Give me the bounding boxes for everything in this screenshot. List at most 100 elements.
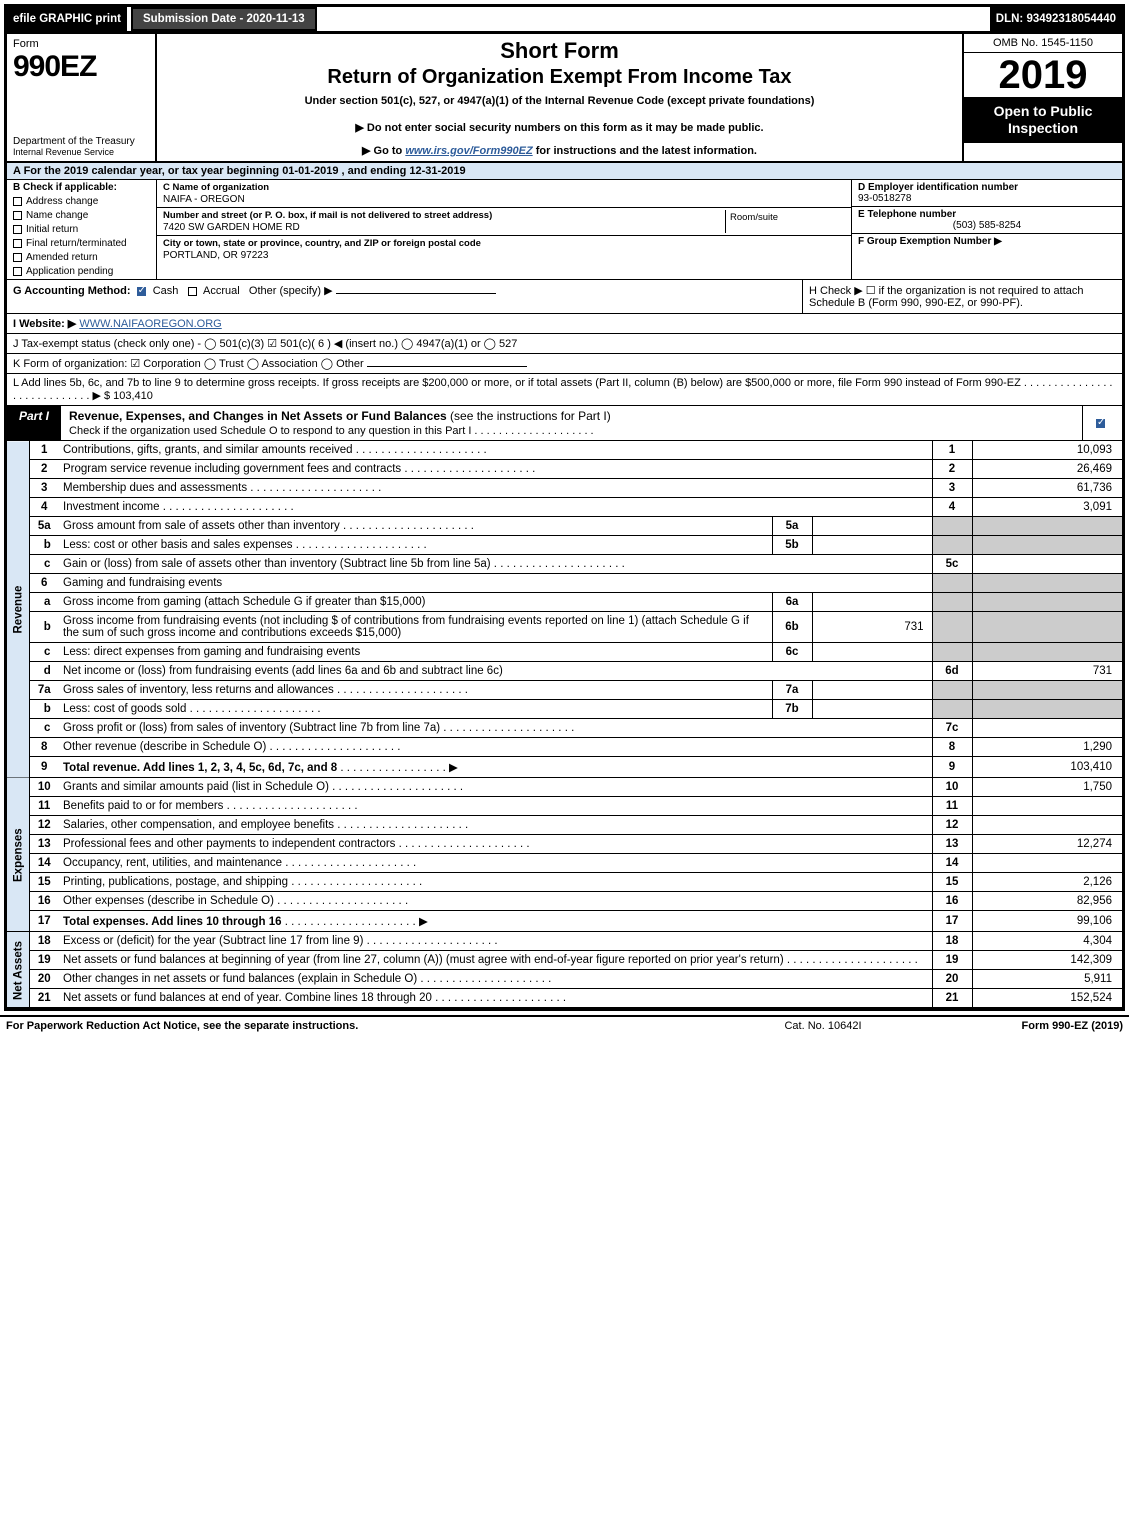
note2-pre: ▶ Go to — [362, 145, 405, 157]
website-link[interactable]: WWW.NAIFAOREGON.ORG — [79, 318, 221, 330]
line-2-val: 26,469 — [972, 460, 1122, 479]
line-6c-subval — [812, 643, 932, 662]
line-6d-val: 731 — [972, 662, 1122, 681]
line-1-val: 10,093 — [972, 441, 1122, 460]
line-7c-val — [972, 719, 1122, 738]
line-13-desc: Professional fees and other payments to … — [59, 835, 932, 854]
city-label: City or town, state or province, country… — [163, 238, 845, 249]
line-7b-subval — [812, 700, 932, 719]
chk-schedule-o[interactable] — [1096, 419, 1105, 428]
chk-amended-return[interactable]: Amended return — [13, 252, 150, 263]
gh-row: G Accounting Method: Cash Accrual Other … — [7, 280, 1122, 314]
efile-label: efile GRAPHIC print — [7, 7, 127, 31]
form-subtitle: Under section 501(c), 527, or 4947(a)(1)… — [165, 95, 954, 107]
line-6-desc: Gaming and fundraising events — [59, 574, 932, 593]
line-21-desc: Net assets or fund balances at end of ye… — [59, 989, 932, 1008]
line-10-desc: Grants and similar amounts paid (list in… — [59, 778, 932, 797]
chk-cash[interactable] — [137, 287, 146, 296]
line-2-desc: Program service revenue including govern… — [59, 460, 932, 479]
line-4-val: 3,091 — [972, 498, 1122, 517]
side-net-assets: Net Assets — [7, 932, 29, 1008]
h-text: H Check ▶ ☐ if the organization is not r… — [802, 280, 1122, 313]
instructions-note: ▶ Go to www.irs.gov/Form990EZ for instru… — [165, 144, 954, 157]
line-4-desc: Investment income — [59, 498, 932, 517]
chk-accrual[interactable] — [188, 287, 197, 296]
note2-post: for instructions and the latest informat… — [533, 145, 757, 157]
chk-name-change[interactable]: Name change — [13, 210, 150, 221]
chk-initial-return[interactable]: Initial return — [13, 224, 150, 235]
ein-value: 93-0518278 — [858, 193, 1116, 204]
line-14-val — [972, 854, 1122, 873]
line-13-val: 12,274 — [972, 835, 1122, 854]
line-9-desc: Total revenue. Add lines 1, 2, 3, 4, 5c,… — [59, 757, 932, 778]
phone-value: (503) 585-8254 — [858, 220, 1116, 231]
line-7c-desc: Gross profit or (loss) from sales of inv… — [59, 719, 932, 738]
line-17-val: 99,106 — [972, 911, 1122, 932]
line-6d-desc: Net income or (loss) from fundraising ev… — [59, 662, 932, 681]
line-6b-desc: Gross income from fundraising events (no… — [59, 612, 772, 643]
line-5c-val — [972, 555, 1122, 574]
dln-label: DLN: 93492318054440 — [990, 7, 1122, 31]
room-label: Room/suite — [725, 210, 845, 233]
lines-table: Revenue 1 Contributions, gifts, grants, … — [7, 441, 1122, 1008]
line-18-val: 4,304 — [972, 932, 1122, 951]
side-expenses: Expenses — [7, 778, 29, 932]
line-6a-desc: Gross income from gaming (attach Schedul… — [59, 593, 772, 612]
submission-date: Submission Date - 2020-11-13 — [131, 7, 317, 31]
line-14-desc: Occupancy, rent, utilities, and maintena… — [59, 854, 932, 873]
line-8-desc: Other revenue (describe in Schedule O) — [59, 738, 932, 757]
line-7a-desc: Gross sales of inventory, less returns a… — [59, 681, 772, 700]
line-8-val: 1,290 — [972, 738, 1122, 757]
line-5b-desc: Less: cost or other basis and sales expe… — [59, 536, 772, 555]
line-20-val: 5,911 — [972, 970, 1122, 989]
line-18-desc: Excess or (deficit) for the year (Subtra… — [59, 932, 932, 951]
line-3-val: 61,736 — [972, 479, 1122, 498]
line-15-val: 2,126 — [972, 873, 1122, 892]
line-6a-subval — [812, 593, 932, 612]
chk-final-return[interactable]: Final return/terminated — [13, 238, 150, 249]
line-12-val — [972, 816, 1122, 835]
footer-left: For Paperwork Reduction Act Notice, see … — [6, 1020, 723, 1032]
form-header: Form 990EZ Department of the Treasury In… — [7, 34, 1122, 163]
line-19-desc: Net assets or fund balances at beginning… — [59, 951, 932, 970]
line-7a-subval — [812, 681, 932, 700]
line-10-val: 1,750 — [972, 778, 1122, 797]
entity-section: B Check if applicable: Address change Na… — [7, 180, 1122, 280]
line-16-val: 82,956 — [972, 892, 1122, 911]
d-label: D Employer identification number — [858, 182, 1116, 193]
line-6b-subval: 731 — [812, 612, 932, 643]
line-16-desc: Other expenses (describe in Schedule O) — [59, 892, 932, 911]
irs-label: Internal Revenue Service — [13, 147, 149, 157]
irs-link[interactable]: www.irs.gov/Form990EZ — [405, 145, 532, 157]
form-word: Form — [13, 38, 149, 50]
ssn-warning: ▶ Do not enter social security numbers o… — [165, 121, 954, 134]
line-9-val: 103,410 — [972, 757, 1122, 778]
tax-year: 2019 — [964, 53, 1122, 97]
chk-application-pending[interactable]: Application pending — [13, 266, 150, 277]
org-city: PORTLAND, OR 97223 — [163, 250, 845, 261]
line-5a-desc: Gross amount from sale of assets other t… — [59, 517, 772, 536]
chk-address-change[interactable]: Address change — [13, 196, 150, 207]
k-form-org-row: K Form of organization: ☑ Corporation ◯ … — [7, 354, 1122, 374]
org-name: NAIFA - OREGON — [163, 194, 845, 205]
line-7b-desc: Less: cost of goods sold — [59, 700, 772, 719]
line-5c-desc: Gain or (loss) from sale of assets other… — [59, 555, 932, 574]
form-title: Return of Organization Exempt From Incom… — [165, 66, 954, 89]
line-21-val: 152,524 — [972, 989, 1122, 1008]
line-15-desc: Printing, publications, postage, and shi… — [59, 873, 932, 892]
part-i-title: Revenue, Expenses, and Changes in Net As… — [69, 409, 450, 423]
line-3-desc: Membership dues and assessments — [59, 479, 932, 498]
form-number: 990EZ — [13, 50, 149, 84]
addr-label: Number and street (or P. O. box, if mail… — [163, 210, 725, 221]
line-5b-subval — [812, 536, 932, 555]
line-11-val — [972, 797, 1122, 816]
g-label: G Accounting Method: — [13, 285, 131, 297]
part-i-header: Part I Revenue, Expenses, and Changes in… — [7, 406, 1122, 441]
j-tax-exempt-row: J Tax-exempt status (check only one) - ◯… — [7, 334, 1122, 354]
row-a-period: A For the 2019 calendar year, or tax yea… — [7, 163, 1122, 180]
e-label: E Telephone number — [858, 209, 1116, 220]
line-1-desc: Contributions, gifts, grants, and simila… — [59, 441, 932, 460]
part-i-badge: Part I — [7, 406, 61, 440]
footer-form-ref: Form 990-EZ (2019) — [923, 1020, 1123, 1032]
f-label: F Group Exemption Number ▶ — [858, 236, 1116, 247]
